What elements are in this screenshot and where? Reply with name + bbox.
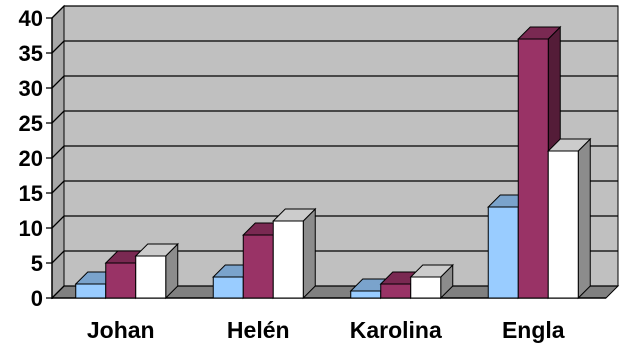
y-tick-label: 30 bbox=[19, 76, 43, 101]
bar-Engla-series-3 bbox=[547, 137, 592, 300]
gridline bbox=[51, 110, 618, 124]
bar-Helén-series-3 bbox=[272, 207, 317, 300]
bar-Karolina-series-3 bbox=[409, 263, 454, 300]
y-tick-label: 35 bbox=[19, 41, 43, 66]
x-tick-label-2: Karolina bbox=[350, 317, 442, 343]
y-tick-labels: 0 5 10 15 20 25 30 35 40 bbox=[19, 6, 43, 311]
y-tick-label: 20 bbox=[19, 146, 43, 171]
x-tick-label-3: Engla bbox=[502, 317, 565, 343]
x-tick-label-1: Helén bbox=[227, 317, 290, 343]
bar-Johan-series-3 bbox=[134, 242, 179, 300]
gridline bbox=[51, 250, 618, 264]
y-tick-label: 15 bbox=[19, 181, 43, 206]
y-tick-label: 5 bbox=[31, 251, 43, 276]
gridline bbox=[51, 145, 618, 159]
y-tick-label: 40 bbox=[19, 6, 43, 31]
gridline bbox=[51, 40, 618, 54]
gridline bbox=[51, 215, 618, 229]
y-tick-label: 10 bbox=[19, 216, 43, 241]
gridline bbox=[51, 180, 618, 194]
x-tick-label-0: Johan bbox=[87, 317, 155, 343]
bars bbox=[74, 25, 592, 300]
gridline bbox=[51, 5, 618, 19]
gridlines bbox=[51, 5, 618, 299]
x-tick-labels: Johan Helén Karolina Engla bbox=[87, 317, 565, 343]
gridline bbox=[51, 75, 618, 89]
y-tick-label: 0 bbox=[31, 286, 43, 311]
y-tick-label: 25 bbox=[19, 111, 43, 136]
